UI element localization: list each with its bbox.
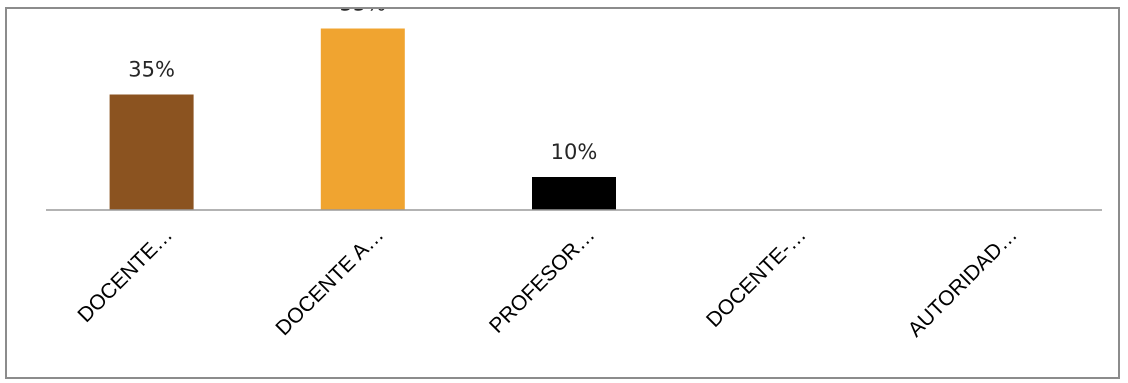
category-label-4: DOCENTE-… [702,223,811,332]
chart-frame: 35% 55% 10% DOCENTE… DOCENTE A… PROFESOR… DOC… [5,7,1120,379]
data-label-1: 35% [128,58,175,82]
bar-1 [109,94,194,210]
data-label-3: 10% [551,140,598,164]
category-label-1: DOCENTE… [73,223,177,327]
bar-3 [532,177,616,210]
bar-2 [320,28,405,210]
category-label-2: DOCENTE A… [271,223,388,340]
category-label-3: PROFESOR… [485,223,599,337]
data-label-2: 55% [339,9,386,16]
category-label-5: AUTORIDAD… [904,223,1022,341]
bar-chart: 35% 55% 10% DOCENTE… DOCENTE A… PROFESOR… DOC… [46,9,1102,342]
